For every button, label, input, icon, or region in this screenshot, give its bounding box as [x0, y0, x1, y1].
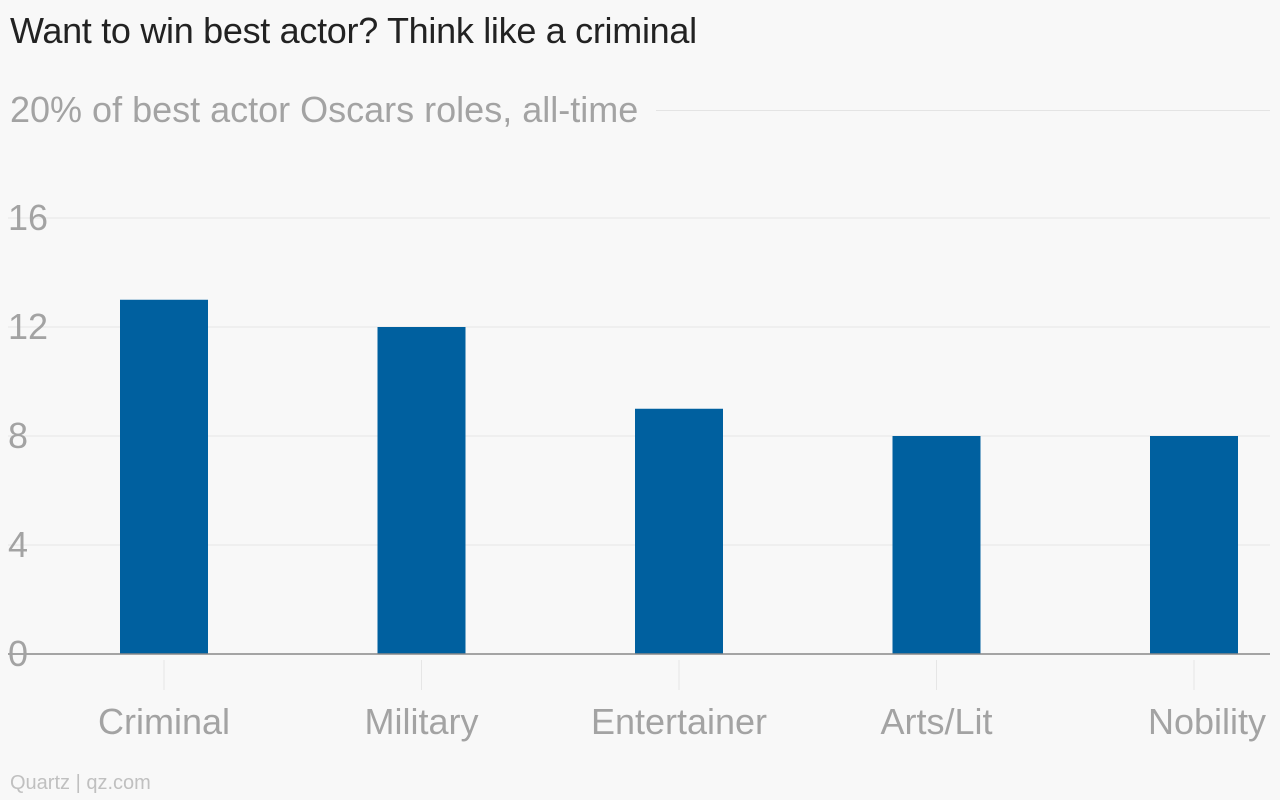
source-credit: Quartz | qz.com [10, 772, 151, 794]
y-tick-label: 12 [8, 306, 48, 347]
bar-entertainer [635, 408, 723, 654]
subtitle-row: 20% of best actor Oscars roles, all-time [10, 84, 1270, 136]
x-axis [8, 653, 1270, 690]
x-tick-label: Entertainer [591, 701, 767, 742]
bar-criminal [120, 299, 208, 654]
x-tick-label: Nobility [1148, 701, 1266, 742]
chart-title: Want to win best actor? Think like a cri… [10, 10, 697, 51]
x-tick-label: Criminal [98, 701, 230, 742]
y-tick-label: 4 [8, 524, 28, 565]
bars [120, 299, 1238, 654]
y-axis-labels: 0 4 8 12 16 [8, 197, 48, 674]
bar-military [377, 327, 466, 654]
y-tick-label: 8 [8, 415, 28, 456]
subtitle-divider [656, 109, 1270, 111]
x-axis-labels: Criminal Military Entertainer Arts/Lit Nobil… [98, 701, 1266, 742]
y-tick-label: 0 [8, 633, 28, 674]
x-tick-label: Military [365, 701, 479, 742]
y-tick-label: 16 [8, 197, 48, 238]
bar-nobility [1150, 436, 1238, 654]
chart-subtitle: 20% of best actor Oscars roles, all-time [10, 89, 639, 130]
bar-arts-lit [892, 436, 981, 654]
x-tick-label: Arts/Lit [880, 701, 992, 742]
